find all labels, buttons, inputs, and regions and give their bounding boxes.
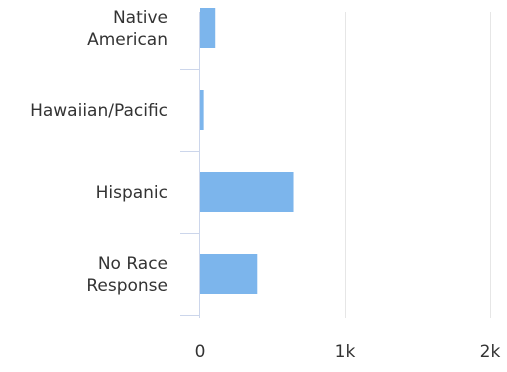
y-axis [180,12,200,318]
category-label-line: Native [113,8,168,28]
bar-0 [200,8,216,48]
category-label-3: No Race Response [86,254,168,296]
bar-3 [200,254,258,294]
bars [200,8,294,294]
x-tick-label-2: 2k [480,342,501,362]
gridlines [345,12,491,318]
category-label-1: Hawaiian/Pacific [30,101,168,121]
x-tick-label-1: 1k [335,342,356,362]
category-label-line: No Race [98,254,168,274]
x-tick-label-0: 0 [195,342,206,362]
bar-2 [200,172,294,212]
category-label-0: Native American [87,8,168,50]
category-label-line: Hawaiian/Pacific [30,101,168,121]
x-axis-tick-labels: 0 1k 2k [195,342,501,362]
category-label-line: Hispanic [96,183,168,203]
bar-1 [200,90,204,130]
category-label-line: Response [86,276,168,296]
category-label-line: American [87,30,168,50]
category-labels: Native American Hawaiian/Pacific Hispanic No… [30,8,168,296]
category-label-2: Hispanic [96,183,168,203]
